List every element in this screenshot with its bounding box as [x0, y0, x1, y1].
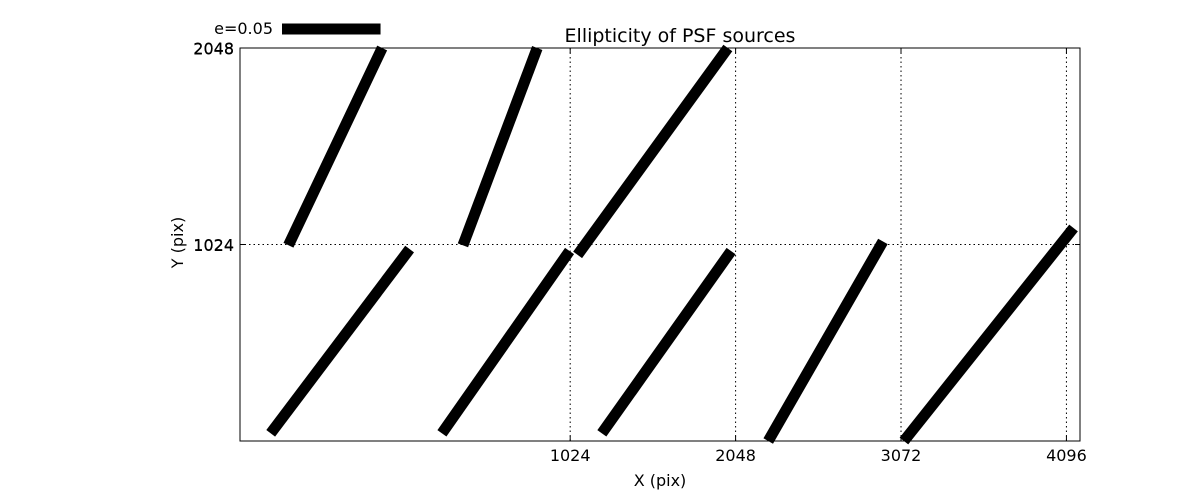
x-axis-label: X (pix)	[634, 471, 687, 490]
y-tick-label: 2048	[193, 39, 234, 58]
y-tick-label: 1024	[193, 236, 234, 255]
legend: e=0.05	[214, 19, 381, 38]
y-tick-label-overlap: 2048	[193, 40, 234, 59]
ellipticity-segment	[899, 224, 1078, 445]
legend-label: e=0.05	[214, 19, 273, 38]
ellipticity-segment	[597, 247, 736, 437]
y-tick-label-overlap: 1024	[193, 236, 234, 255]
ellipticity-segment	[283, 45, 388, 248]
x-tick-label: 4096	[1046, 446, 1087, 465]
ellipticity-segment	[573, 44, 733, 259]
ellipticity-segment	[266, 245, 415, 437]
ellipticity-segment	[457, 46, 543, 248]
ellipticity-segment	[437, 247, 575, 437]
x-tick-label: 1024	[550, 446, 591, 465]
grid-layer	[240, 48, 1080, 441]
x-tick-label: 3072	[881, 446, 922, 465]
y-axis-label: Y (pix)	[168, 217, 187, 269]
x-tick-label: 2048	[715, 446, 756, 465]
chart-title: Ellipticity of PSF sources	[565, 25, 796, 47]
ellipticity-segment	[763, 238, 888, 444]
data-layer	[266, 44, 1078, 445]
